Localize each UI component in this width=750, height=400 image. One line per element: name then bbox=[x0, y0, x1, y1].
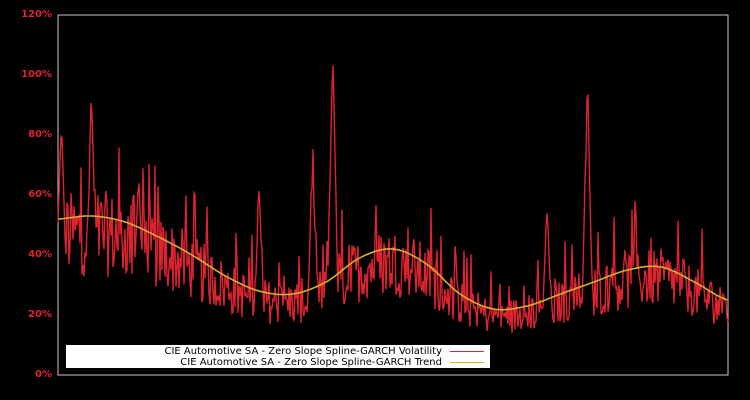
legend: CIE Automotive SA - Zero Slope Spline-GA… bbox=[66, 345, 490, 368]
y-tick-label: 100% bbox=[21, 69, 52, 80]
legend-item-trend: CIE Automotive SA - Zero Slope Spline-GA… bbox=[180, 357, 490, 368]
y-tick-label: 40% bbox=[28, 249, 52, 260]
plot-frame bbox=[57, 14, 729, 376]
legend-item-volatility: CIE Automotive SA - Zero Slope Spline-GA… bbox=[164, 346, 490, 357]
y-tick-label: 0% bbox=[35, 369, 52, 380]
trend-line bbox=[57, 215, 729, 311]
y-tick-label: 20% bbox=[28, 309, 52, 320]
legend-label: CIE Automotive SA - Zero Slope Spline-GA… bbox=[180, 357, 442, 368]
volatility-line bbox=[57, 65, 729, 334]
y-tick-label: 60% bbox=[28, 189, 52, 200]
y-tick-label: 80% bbox=[28, 129, 52, 140]
y-tick-label: 120% bbox=[21, 9, 52, 20]
legend-swatch bbox=[450, 362, 484, 363]
legend-label: CIE Automotive SA - Zero Slope Spline-GA… bbox=[164, 346, 442, 357]
legend-swatch bbox=[450, 351, 484, 352]
